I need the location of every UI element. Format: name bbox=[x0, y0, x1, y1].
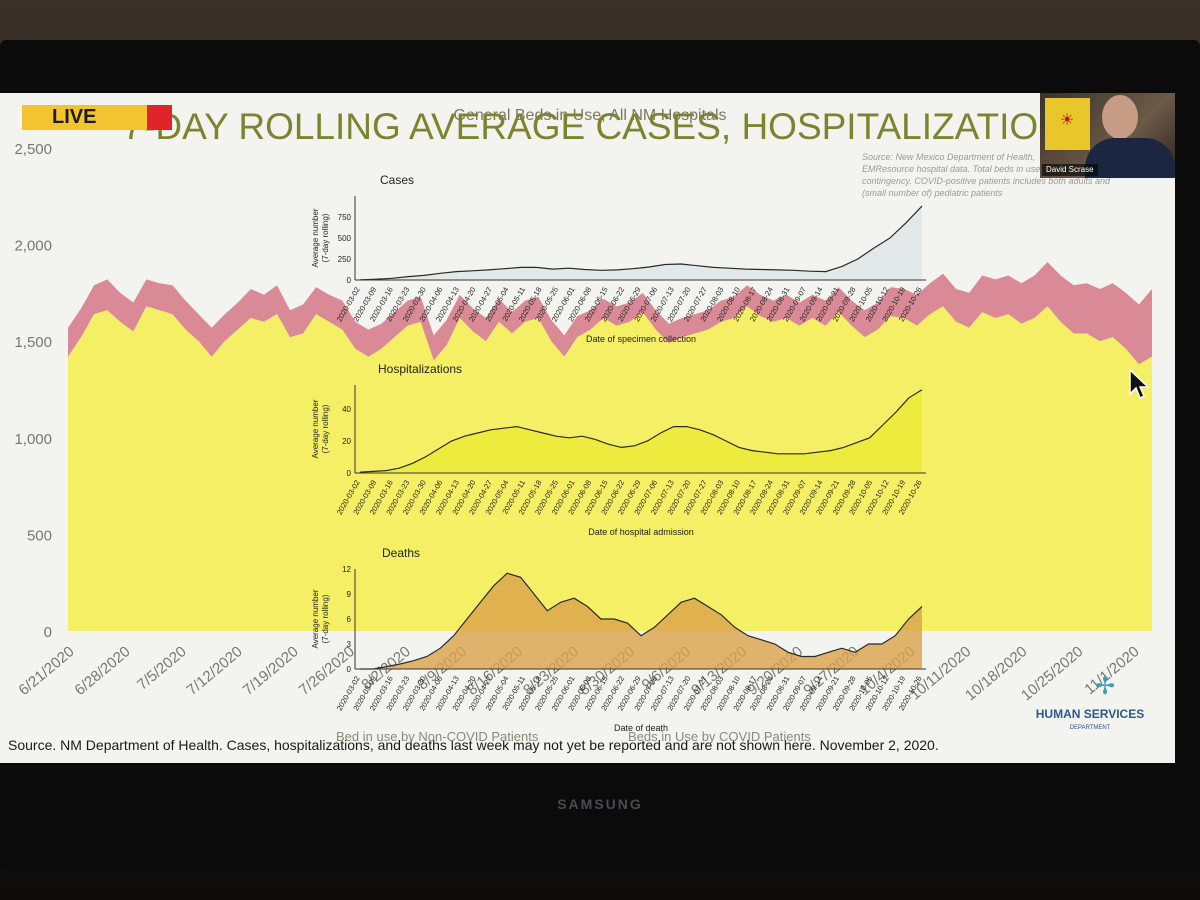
legend-non-covid: Bed in use by Non-COVID Patients bbox=[336, 729, 539, 744]
mouse-cursor-icon bbox=[1129, 368, 1150, 400]
panel-title: Deaths bbox=[382, 546, 420, 560]
slide-title: 7-DAY ROLLING AVERAGE CASES, HOSPITALIZA… bbox=[123, 106, 1175, 147]
zia-icon: ☀ bbox=[1059, 112, 1075, 129]
y-tick: 500 bbox=[338, 234, 352, 243]
series-line bbox=[360, 572, 923, 670]
source-footer: Source. NM Department of Health. Cases, … bbox=[8, 737, 939, 753]
y-tick: 0 bbox=[347, 469, 352, 478]
y-axis-label-line: (7-day rolling) bbox=[321, 594, 330, 643]
x-axis-label: Date of hospital admission bbox=[588, 527, 694, 537]
bg-y-tick: 1,500 bbox=[14, 334, 52, 351]
bg-note-line: contingency. COVID-positive patients inc… bbox=[862, 176, 1111, 186]
bg-x-tick: 10/25/2020 bbox=[1018, 643, 1086, 704]
y-tick: 40 bbox=[342, 405, 351, 414]
y-tick: 3 bbox=[347, 640, 352, 649]
y-tick: 250 bbox=[338, 255, 352, 264]
hsd-logo-icon: ✢ bbox=[1095, 673, 1115, 700]
hsd-logo-sub: DEPARTMENT bbox=[1070, 725, 1111, 731]
tv-brand-label: SAMSUNG bbox=[557, 796, 643, 812]
y-axis-label: Average number(7-day rolling) bbox=[311, 589, 330, 648]
bg-x-tick: 7/19/2020 bbox=[240, 643, 302, 699]
hsd-logo-text: HUMAN SERVICES bbox=[1036, 707, 1144, 721]
y-axis-label: Average number(7-day rolling) bbox=[311, 208, 330, 267]
live-label: LIVE bbox=[22, 105, 147, 130]
bg-x-tick: 7/12/2020 bbox=[184, 643, 246, 699]
area-fill bbox=[360, 389, 922, 473]
live-indicator bbox=[147, 105, 172, 130]
bg-y-tick: 2,500 bbox=[14, 141, 52, 158]
bg-x-tick: 6/28/2020 bbox=[72, 643, 134, 699]
y-axis-label-line: Average number bbox=[311, 589, 320, 648]
bg-source-note: Source: New Mexico Department of Health,… bbox=[862, 152, 1111, 198]
y-axis-label-line: (7-day rolling) bbox=[321, 404, 330, 453]
y-tick: 12 bbox=[342, 565, 351, 574]
series-line bbox=[359, 205, 923, 281]
bg-note-line: (small number of) pediatric patients bbox=[862, 188, 1003, 198]
speaker-name: David Scrase bbox=[1042, 164, 1098, 176]
y-tick: 0 bbox=[347, 665, 352, 674]
series-line bbox=[359, 389, 923, 473]
y-tick: 750 bbox=[338, 213, 352, 222]
live-badge: LIVE bbox=[22, 105, 172, 130]
webcam-video[interactable]: ☀ David Scrase bbox=[1040, 93, 1175, 178]
hsd-logo: ✢ HUMAN SERVICES DEPARTMENT bbox=[1036, 673, 1144, 731]
tv-screen: General Beds in Use, All NM Hospitals 7-… bbox=[0, 93, 1175, 763]
bg-x-tick: 6/21/2020 bbox=[16, 643, 78, 699]
panel-cases: 02505007502020-03-022020-03-092020-03-16… bbox=[311, 173, 926, 344]
x-axis-label: Date of death bbox=[614, 723, 668, 733]
y-tick: 9 bbox=[347, 590, 352, 599]
y-axis-label-line: (7-day rolling) bbox=[321, 213, 330, 262]
y-axis-label: Average number(7-day rolling) bbox=[311, 399, 330, 458]
bg-y-tick: 1,000 bbox=[14, 431, 52, 448]
bg-y-tick: 500 bbox=[27, 527, 52, 544]
bg-note-line: EMResource hospital data. Total beds in … bbox=[862, 164, 1040, 174]
y-tick: 0 bbox=[347, 276, 352, 285]
speaker-body bbox=[1085, 138, 1175, 178]
y-tick: 6 bbox=[347, 615, 352, 624]
legend-covid: Beds in Use by COVID Patients bbox=[628, 729, 811, 744]
panel-title: Hospitalizations bbox=[378, 362, 462, 376]
bg-y-tick: 2,000 bbox=[14, 238, 52, 255]
bg-chart-title: General Beds in Use, All NM Hospitals bbox=[454, 107, 727, 124]
area-fill bbox=[360, 206, 922, 280]
x-axis-label: Date of specimen collection bbox=[586, 334, 696, 344]
y-tick: 20 bbox=[342, 437, 351, 446]
nm-flag: ☀ bbox=[1045, 98, 1090, 150]
bg-y-tick: 0 bbox=[44, 624, 52, 641]
bg-note-line: Source: New Mexico Department of Health, bbox=[862, 152, 1035, 162]
area-fill bbox=[360, 573, 922, 669]
y-axis-label-line: Average number bbox=[311, 208, 320, 267]
panel-title: Cases bbox=[380, 173, 414, 187]
speaker-head bbox=[1102, 95, 1138, 139]
bg-x-tick: 7/5/2020 bbox=[134, 643, 190, 694]
y-axis-label-line: Average number bbox=[311, 399, 320, 458]
series-covid-area bbox=[68, 262, 1152, 365]
chart-canvas: General Beds in Use, All NM Hospitals 7-… bbox=[8, 106, 1175, 753]
